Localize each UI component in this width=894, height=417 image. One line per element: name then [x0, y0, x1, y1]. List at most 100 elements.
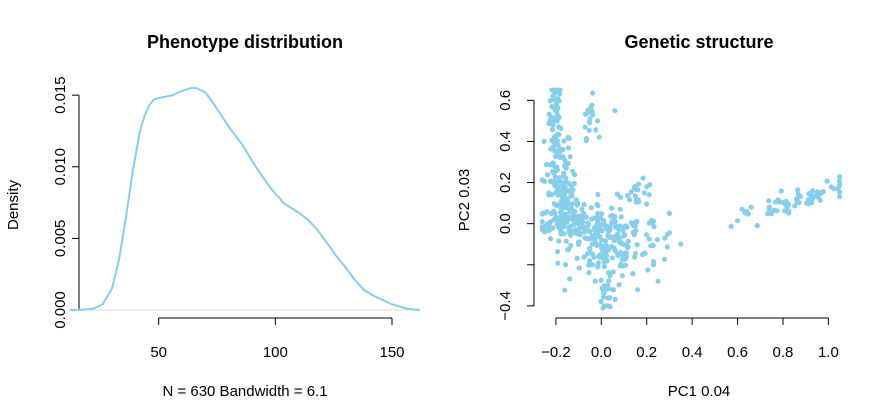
pca-point: [664, 244, 671, 250]
pca-point: [557, 91, 563, 97]
pca-point: [628, 189, 634, 195]
pca-point: [588, 205, 594, 211]
pca-point: [644, 232, 650, 238]
density-x-label: N = 630 Bandwidth = 6.1: [162, 383, 327, 400]
pca-point: [601, 264, 607, 270]
pca-point: [554, 221, 560, 227]
pca-point: [557, 209, 563, 215]
pca-point: [589, 262, 596, 268]
pca-point: [634, 242, 640, 248]
pca-point: [609, 205, 615, 211]
pca-point: [604, 258, 610, 264]
pca-point: [579, 206, 585, 212]
pca-point: [544, 172, 551, 178]
pca-y-label: PC2 0.03: [456, 169, 473, 232]
pca-point: [555, 105, 561, 111]
pca-point: [650, 242, 656, 248]
pca-point: [630, 222, 636, 228]
pca-point: [547, 178, 554, 184]
pca-point: [786, 210, 792, 216]
pca-point: [541, 138, 547, 144]
pca-point: [582, 229, 588, 235]
pca-point: [583, 137, 590, 144]
pca-point: [631, 185, 638, 191]
pca-point: [792, 203, 798, 209]
density-x-tick-label: 150: [379, 344, 404, 361]
pca-point: [645, 267, 651, 273]
pca-point: [754, 223, 760, 229]
pca-point: [585, 107, 591, 113]
pca-point: [618, 214, 624, 220]
pca-point: [806, 191, 812, 197]
pca-point: [602, 287, 609, 293]
pca-point: [601, 219, 607, 225]
pca-point: [589, 216, 595, 222]
pca-point: [541, 229, 548, 235]
pca-point: [616, 282, 622, 288]
pca-point: [595, 191, 601, 198]
pca-point: [560, 216, 566, 222]
density-y-tick-label: 0.005: [52, 220, 69, 258]
pca-point: [584, 251, 591, 257]
pca-point: [636, 181, 642, 187]
pca-point: [797, 193, 803, 200]
pca-point: [562, 157, 568, 163]
pca-point: [555, 192, 561, 198]
pca-point: [620, 233, 627, 239]
pca-point: [603, 238, 609, 244]
pca-point: [824, 178, 830, 184]
pca-point: [612, 108, 618, 114]
pca-point: [572, 230, 579, 236]
pca-point: [562, 205, 569, 211]
pca-point: [561, 186, 567, 192]
pca-point: [596, 134, 602, 140]
pca-point: [585, 221, 592, 227]
pca-point: [587, 258, 593, 264]
pca-point: [618, 240, 625, 246]
pca-point: [559, 193, 566, 200]
pca-point: [555, 87, 561, 93]
pca-point: [544, 209, 550, 215]
pca-x-tick-label: 1.0: [818, 344, 839, 361]
pca-point: [612, 296, 618, 303]
pca-point: [567, 154, 573, 160]
pca-point: [551, 217, 557, 223]
pca-point: [589, 251, 596, 257]
pca-point: [555, 260, 561, 266]
pca-point: [598, 255, 605, 261]
pca-point: [612, 214, 618, 220]
pca-point: [607, 234, 613, 240]
pca-point: [592, 278, 598, 284]
pca-point: [552, 210, 558, 216]
pca-point: [601, 294, 607, 300]
pca-point: [630, 229, 636, 236]
pca-point: [566, 206, 573, 213]
pca-point: [551, 118, 557, 124]
pca-point: [644, 184, 650, 190]
pca-point: [589, 232, 596, 239]
pca-point: [552, 174, 558, 180]
pca-point: [587, 116, 593, 122]
pca-point: [561, 138, 567, 144]
pca-point: [557, 147, 563, 153]
pca-point: [605, 303, 611, 309]
pca-point: [619, 273, 626, 279]
pca-point: [775, 197, 781, 203]
pca-point: [571, 180, 577, 187]
pca-point: [599, 211, 605, 217]
pca-point: [563, 165, 569, 171]
pca-point: [539, 225, 545, 231]
pca-point: [597, 227, 603, 233]
pca-y-tick-label: 0.4: [497, 131, 514, 152]
pca-point: [563, 262, 569, 268]
pca-point: [662, 256, 668, 262]
pca-y-tick-label: 0.6: [497, 90, 514, 111]
pca-point: [610, 287, 617, 293]
pca-point: [796, 199, 802, 206]
pca-point: [632, 193, 638, 199]
pca-point: [567, 276, 573, 282]
pca-point: [560, 173, 567, 179]
pca-point: [550, 160, 557, 166]
pca-point: [593, 127, 599, 133]
pca-point: [795, 187, 801, 193]
